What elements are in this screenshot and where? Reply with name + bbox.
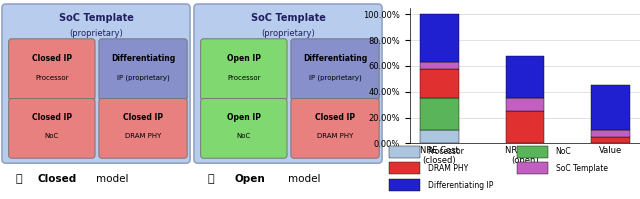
Text: DRAM PHY: DRAM PHY	[317, 133, 353, 139]
Bar	[506, 111, 544, 143]
Text: Open IP: Open IP	[227, 113, 261, 122]
Text: Processor: Processor	[35, 75, 68, 81]
Bar	[420, 62, 458, 68]
Text: Closed IP: Closed IP	[32, 113, 72, 122]
Text: model: model	[288, 174, 321, 184]
Text: Processor: Processor	[428, 147, 465, 156]
Text: IP (proprietary): IP (proprietary)	[308, 74, 362, 81]
FancyBboxPatch shape	[201, 39, 287, 100]
FancyBboxPatch shape	[291, 39, 379, 100]
FancyBboxPatch shape	[389, 179, 420, 191]
Bar	[591, 130, 630, 137]
Text: Closed IP: Closed IP	[123, 113, 163, 122]
Text: DRAM PHY: DRAM PHY	[428, 164, 468, 173]
Text: SoC Template: SoC Template	[556, 164, 607, 173]
FancyBboxPatch shape	[201, 99, 287, 158]
Text: Open: Open	[234, 174, 265, 184]
Text: Closed IP: Closed IP	[315, 113, 355, 122]
Text: Closed IP: Closed IP	[32, 54, 72, 63]
Text: Differentiating IP: Differentiating IP	[428, 180, 493, 190]
Text: Differentiating: Differentiating	[303, 54, 367, 63]
Bar	[591, 137, 630, 143]
FancyBboxPatch shape	[389, 145, 420, 158]
Text: DRAM PHY: DRAM PHY	[125, 133, 161, 139]
Bar	[420, 98, 458, 130]
Text: Differentiating: Differentiating	[111, 54, 175, 63]
Text: Open IP: Open IP	[227, 54, 261, 63]
Text: 📖: 📖	[208, 174, 214, 184]
FancyBboxPatch shape	[99, 99, 187, 158]
Text: Processor: Processor	[227, 75, 260, 81]
Bar	[591, 85, 630, 130]
Bar	[506, 98, 544, 111]
Text: Closed: Closed	[38, 174, 77, 184]
Text: (proprietary): (proprietary)	[69, 29, 123, 38]
Text: NoC: NoC	[45, 133, 59, 139]
Text: IP (proprietary): IP (proprietary)	[116, 74, 170, 81]
Text: NoC: NoC	[556, 147, 571, 156]
FancyBboxPatch shape	[9, 99, 95, 158]
FancyBboxPatch shape	[291, 99, 379, 158]
Text: 🔒: 🔒	[16, 174, 22, 184]
Bar	[420, 14, 458, 62]
Text: (proprietary): (proprietary)	[261, 29, 315, 38]
Text: SoC Template: SoC Template	[59, 13, 133, 23]
Text: model: model	[96, 174, 129, 184]
Text: NoC: NoC	[237, 133, 251, 139]
Text: SoC Template: SoC Template	[251, 13, 325, 23]
FancyBboxPatch shape	[99, 39, 187, 100]
Bar	[506, 56, 544, 98]
FancyBboxPatch shape	[2, 4, 190, 163]
FancyBboxPatch shape	[389, 162, 420, 175]
FancyBboxPatch shape	[517, 162, 548, 175]
Bar	[420, 130, 458, 143]
FancyBboxPatch shape	[194, 4, 382, 163]
Bar	[420, 68, 458, 98]
FancyBboxPatch shape	[517, 145, 548, 158]
FancyBboxPatch shape	[9, 39, 95, 100]
